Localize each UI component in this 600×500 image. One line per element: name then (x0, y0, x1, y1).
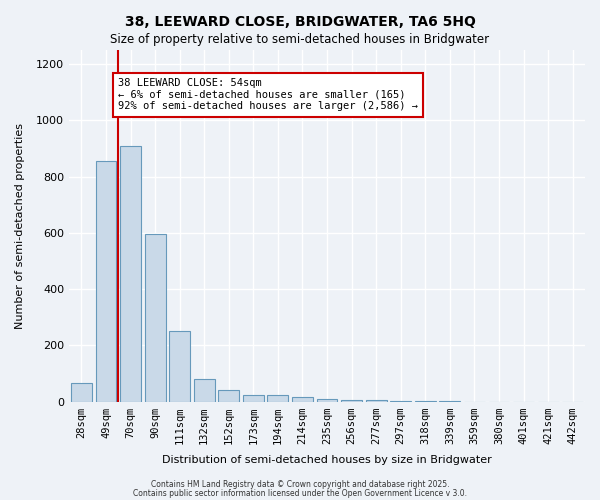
Bar (391, 401, 411, 402)
Y-axis label: Number of semi-detached properties: Number of semi-detached properties (15, 123, 25, 329)
Bar (95, 161, 116, 402)
Text: Contains HM Land Registry data © Crown copyright and database right 2025.: Contains HM Land Registry data © Crown c… (151, 480, 449, 489)
Text: 38, LEEWARD CLOSE, BRIDGWATER, TA6 5HQ: 38, LEEWARD CLOSE, BRIDGWATER, TA6 5HQ (125, 15, 475, 29)
Bar (268, 396, 289, 402)
Text: 38 LEEWARD CLOSE: 54sqm
← 6% of semi-detached houses are smaller (165)
92% of se: 38 LEEWARD CLOSE: 54sqm ← 6% of semi-det… (118, 78, 418, 112)
Bar (341, 400, 362, 402)
Bar (169, 331, 190, 402)
X-axis label: Distribution of semi-detached houses by size in Bridgwater: Distribution of semi-detached houses by … (162, 455, 492, 465)
Text: Size of property relative to semi-detached houses in Bridgwater: Size of property relative to semi-detach… (110, 32, 490, 46)
Bar (145, 234, 166, 402)
Text: Contains public sector information licensed under the Open Government Licence v : Contains public sector information licen… (133, 488, 467, 498)
Bar (194, 379, 215, 402)
Bar (366, 400, 386, 402)
Bar (292, 398, 313, 402)
Bar (71, 383, 92, 402)
Bar (317, 398, 337, 402)
Bar (218, 390, 239, 402)
Bar (243, 396, 264, 402)
Bar (120, 146, 141, 402)
